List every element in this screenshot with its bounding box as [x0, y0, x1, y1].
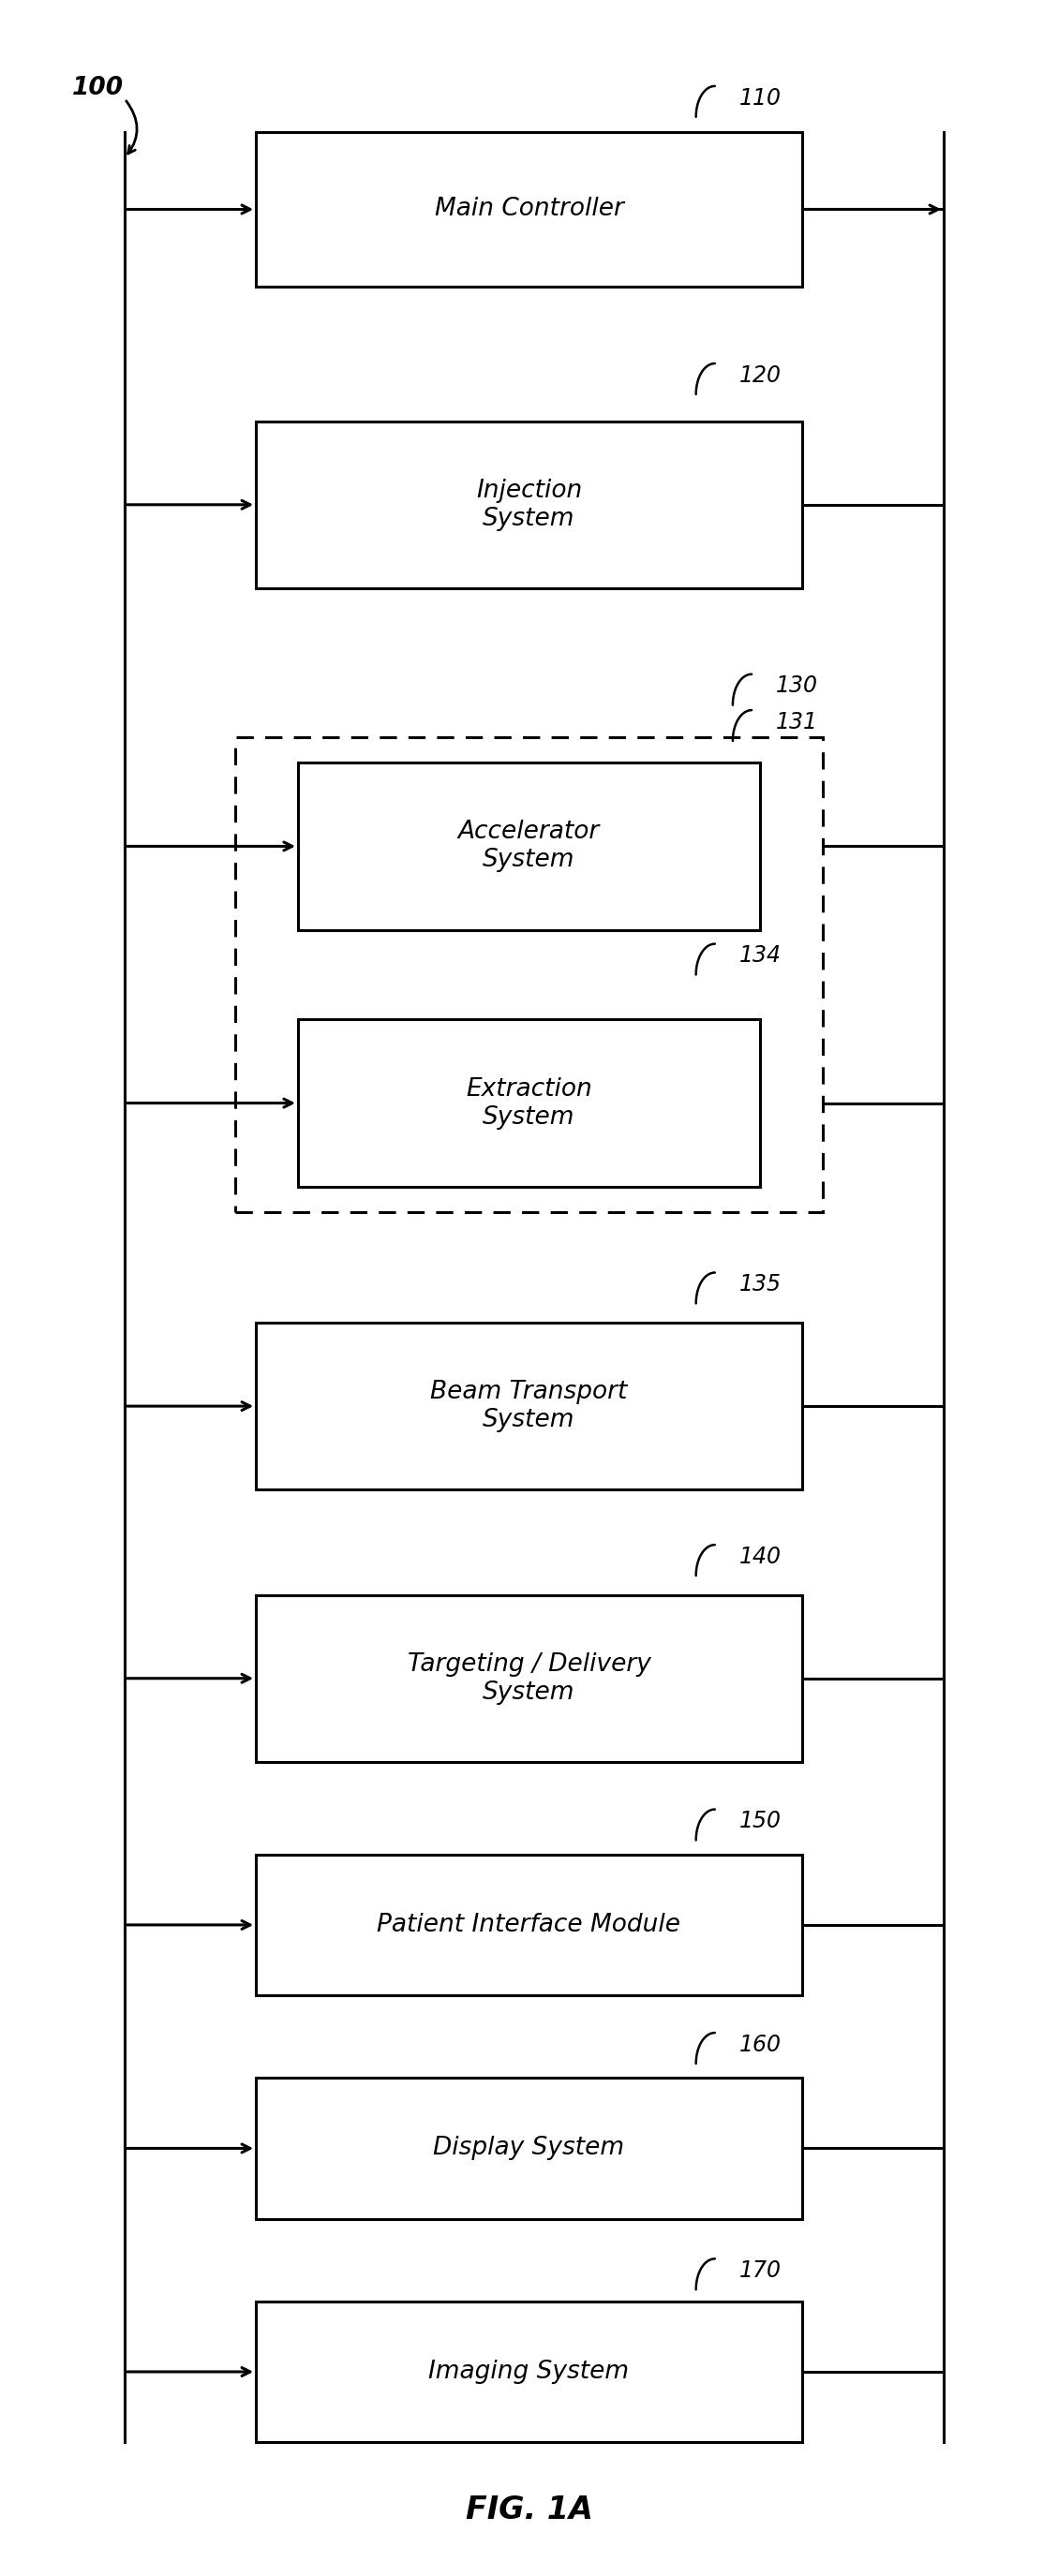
- Text: 140: 140: [740, 1546, 781, 1569]
- Text: Extraction
System: Extraction System: [466, 1077, 592, 1128]
- Text: Main Controller: Main Controller: [435, 198, 623, 222]
- Text: Patient Interface Module: Patient Interface Module: [378, 1914, 680, 1937]
- Text: 160: 160: [740, 2032, 781, 2056]
- Bar: [298, 1020, 760, 1188]
- Bar: [256, 1595, 802, 1762]
- Text: 100: 100: [72, 75, 124, 100]
- Text: Imaging System: Imaging System: [428, 2360, 630, 2383]
- Text: 134: 134: [740, 945, 781, 966]
- Text: Injection
System: Injection System: [476, 479, 582, 531]
- Text: Display System: Display System: [434, 2136, 624, 2161]
- Text: 135: 135: [740, 1273, 781, 1296]
- Text: FIG. 1A: FIG. 1A: [466, 2496, 592, 2527]
- Bar: [235, 737, 823, 1213]
- Text: Beam Transport
System: Beam Transport System: [431, 1381, 627, 1432]
- Bar: [256, 2079, 802, 2218]
- Text: Targeting / Delivery
System: Targeting / Delivery System: [407, 1651, 651, 1705]
- Text: 131: 131: [776, 711, 818, 734]
- Bar: [256, 422, 802, 587]
- Text: 120: 120: [740, 363, 781, 386]
- Text: 130: 130: [776, 675, 818, 698]
- Bar: [256, 2300, 802, 2442]
- Bar: [256, 1321, 802, 1489]
- Text: Accelerator
System: Accelerator System: [458, 819, 600, 873]
- Bar: [256, 1855, 802, 1996]
- Text: 110: 110: [740, 88, 781, 108]
- Text: 170: 170: [740, 2259, 781, 2282]
- Bar: [256, 131, 802, 286]
- Bar: [298, 762, 760, 930]
- Text: 150: 150: [740, 1811, 781, 1832]
